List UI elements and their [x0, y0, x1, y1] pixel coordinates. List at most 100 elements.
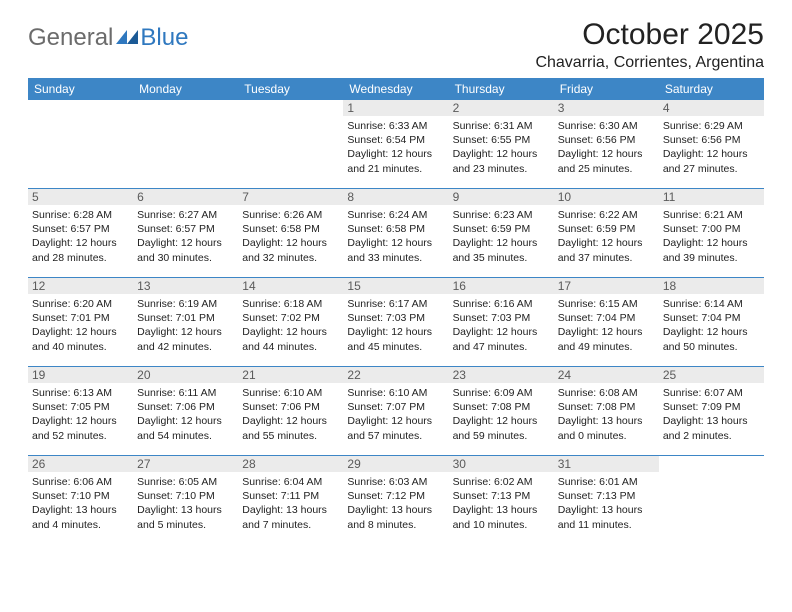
day-number: 31	[554, 456, 659, 472]
day-number: 16	[449, 278, 554, 294]
day-number: 7	[238, 189, 343, 205]
day-info: Sunrise: 6:33 AMSunset: 6:54 PMDaylight:…	[347, 119, 444, 176]
day-info: Sunrise: 6:13 AMSunset: 7:05 PMDaylight:…	[32, 386, 129, 443]
day-number: 30	[449, 456, 554, 472]
day-number: 22	[343, 367, 448, 383]
day-info: Sunrise: 6:23 AMSunset: 6:59 PMDaylight:…	[453, 208, 550, 265]
day-info: Sunrise: 6:20 AMSunset: 7:01 PMDaylight:…	[32, 297, 129, 354]
month-title: October 2025	[535, 18, 764, 52]
day-cell: 9Sunrise: 6:23 AMSunset: 6:59 PMDaylight…	[449, 189, 554, 277]
day-info: Sunrise: 6:09 AMSunset: 7:08 PMDaylight:…	[453, 386, 550, 443]
day-cell: 20 Sunrise: 6:11 AMSunset: 7:06 PMDayligh…	[133, 367, 238, 455]
day-number: 20	[133, 367, 238, 383]
day-info: Sunrise: 6:21 AMSunset: 7:00 PMDaylight:…	[663, 208, 760, 265]
day-cell: 29 Sunrise: 6:03 AMSunset: 7:12 PMDayligh…	[343, 456, 448, 544]
day-cell: 24 Sunrise: 6:08 AMSunset: 7:08 PMDayligh…	[554, 367, 659, 455]
day-number: 4	[659, 100, 764, 116]
day-number: 17	[554, 278, 659, 294]
day-cell: 14 Sunrise: 6:18 AMSunset: 7:02 PMDayligh…	[238, 278, 343, 366]
day-info: Sunrise: 6:11 AMSunset: 7:06 PMDaylight:…	[137, 386, 234, 443]
day-number: 6	[133, 189, 238, 205]
calendar-grid: SundayMondayTuesdayWednesdayThursdayFrid…	[28, 78, 764, 544]
day-number: 8	[343, 189, 448, 205]
day-cell: 27 Sunrise: 6:05 AMSunset: 7:10 PMDayligh…	[133, 456, 238, 544]
day-number: 19	[28, 367, 133, 383]
day-cell: 23 Sunrise: 6:09 AMSunset: 7:08 PMDayligh…	[449, 367, 554, 455]
day-info: Sunrise: 6:27 AMSunset: 6:57 PMDaylight:…	[137, 208, 234, 265]
day-number: 10	[554, 189, 659, 205]
day-number: 1	[343, 100, 448, 116]
day-cell: 10 Sunrise: 6:22 AMSunset: 6:59 PMDayligh…	[554, 189, 659, 277]
day-cell: 13Sunrise: 6:19 AMSunset: 7:01 PMDayligh…	[133, 278, 238, 366]
week-row: 5 Sunrise: 6:28 AMSunset: 6:57 PMDaylight…	[28, 189, 764, 278]
day-cell: 5 Sunrise: 6:28 AMSunset: 6:57 PMDaylight…	[28, 189, 133, 277]
day-info: Sunrise: 6:14 AMSunset: 7:04 PMDaylight:…	[663, 297, 760, 354]
day-cell: 4Sunrise: 6:29 AMSunset: 6:56 PMDaylight…	[659, 100, 764, 188]
page-header: General Blue October 2025 Chavarria, Cor…	[28, 18, 764, 72]
day-header: Monday	[133, 78, 238, 100]
day-cell: 17 Sunrise: 6:15 AMSunset: 7:04 PMDayligh…	[554, 278, 659, 366]
day-info: Sunrise: 6:05 AMSunset: 7:10 PMDaylight:…	[137, 475, 234, 532]
logo-text-general: General	[28, 24, 113, 52]
day-info: Sunrise: 6:10 AMSunset: 7:07 PMDaylight:…	[347, 386, 444, 443]
day-info: Sunrise: 6:22 AMSunset: 6:59 PMDaylight:…	[558, 208, 655, 265]
day-number: 29	[343, 456, 448, 472]
day-number: 25	[659, 367, 764, 383]
calendar-page: General Blue October 2025 Chavarria, Cor…	[0, 0, 792, 554]
day-info: Sunrise: 6:26 AMSunset: 6:58 PMDaylight:…	[242, 208, 339, 265]
day-cell: 8 Sunrise: 6:24 AMSunset: 6:58 PMDaylight…	[343, 189, 448, 277]
day-cell: 22 Sunrise: 6:10 AMSunset: 7:07 PMDayligh…	[343, 367, 448, 455]
day-number: 11	[659, 189, 764, 205]
day-cell: 16Sunrise: 6:16 AMSunset: 7:03 PMDayligh…	[449, 278, 554, 366]
day-info: Sunrise: 6:01 AMSunset: 7:13 PMDaylight:…	[558, 475, 655, 532]
logo-text-blue: Blue	[140, 24, 188, 52]
week-row: 12 Sunrise: 6:20 AMSunset: 7:01 PMDayligh…	[28, 278, 764, 367]
week-row: 19 Sunrise: 6:13 AMSunset: 7:05 PMDayligh…	[28, 367, 764, 456]
day-number: 3	[554, 100, 659, 116]
location-text: Chavarria, Corrientes, Argentina	[535, 54, 764, 72]
weeks-container: 1 Sunrise: 6:33 AMSunset: 6:54 PMDaylight…	[28, 100, 764, 544]
day-cell: 28 Sunrise: 6:04 AMSunset: 7:11 PMDayligh…	[238, 456, 343, 544]
day-number: 5	[28, 189, 133, 205]
day-cell: 11 Sunrise: 6:21 AMSunset: 7:00 PMDayligh…	[659, 189, 764, 277]
day-info: Sunrise: 6:08 AMSunset: 7:08 PMDaylight:…	[558, 386, 655, 443]
day-info: Sunrise: 6:28 AMSunset: 6:57 PMDaylight:…	[32, 208, 129, 265]
day-info: Sunrise: 6:19 AMSunset: 7:01 PMDaylight:…	[137, 297, 234, 354]
day-info: Sunrise: 6:10 AMSunset: 7:06 PMDaylight:…	[242, 386, 339, 443]
day-cell: 7 Sunrise: 6:26 AMSunset: 6:58 PMDaylight…	[238, 189, 343, 277]
day-cell: 31 Sunrise: 6:01 AMSunset: 7:13 PMDayligh…	[554, 456, 659, 544]
day-info: Sunrise: 6:07 AMSunset: 7:09 PMDaylight:…	[663, 386, 760, 443]
day-cell	[28, 100, 133, 188]
day-number: 24	[554, 367, 659, 383]
day-header: Sunday	[28, 78, 133, 100]
day-info: Sunrise: 6:04 AMSunset: 7:11 PMDaylight:…	[242, 475, 339, 532]
day-number: 15	[343, 278, 448, 294]
day-cell	[238, 100, 343, 188]
day-cell: 15 Sunrise: 6:17 AMSunset: 7:03 PMDayligh…	[343, 278, 448, 366]
day-header: Thursday	[449, 78, 554, 100]
day-cell: 30Sunrise: 6:02 AMSunset: 7:13 PMDayligh…	[449, 456, 554, 544]
day-cell: 19 Sunrise: 6:13 AMSunset: 7:05 PMDayligh…	[28, 367, 133, 455]
day-cell: 1 Sunrise: 6:33 AMSunset: 6:54 PMDaylight…	[343, 100, 448, 188]
day-header: Saturday	[659, 78, 764, 100]
day-number: 27	[133, 456, 238, 472]
day-cell: 2Sunrise: 6:31 AMSunset: 6:55 PMDaylight…	[449, 100, 554, 188]
day-number: 12	[28, 278, 133, 294]
day-info: Sunrise: 6:24 AMSunset: 6:58 PMDaylight:…	[347, 208, 444, 265]
day-header: Friday	[554, 78, 659, 100]
day-info: Sunrise: 6:17 AMSunset: 7:03 PMDaylight:…	[347, 297, 444, 354]
day-header-row: SundayMondayTuesdayWednesdayThursdayFrid…	[28, 78, 764, 100]
day-number: 21	[238, 367, 343, 383]
logo-flag-icon	[116, 30, 138, 48]
day-info: Sunrise: 6:18 AMSunset: 7:02 PMDaylight:…	[242, 297, 339, 354]
day-info: Sunrise: 6:31 AMSunset: 6:55 PMDaylight:…	[453, 119, 550, 176]
day-number: 14	[238, 278, 343, 294]
day-header: Wednesday	[343, 78, 448, 100]
day-number: 23	[449, 367, 554, 383]
day-cell: 3Sunrise: 6:30 AMSunset: 6:56 PMDaylight…	[554, 100, 659, 188]
day-number: 26	[28, 456, 133, 472]
day-info: Sunrise: 6:15 AMSunset: 7:04 PMDaylight:…	[558, 297, 655, 354]
day-info: Sunrise: 6:03 AMSunset: 7:12 PMDaylight:…	[347, 475, 444, 532]
day-number: 28	[238, 456, 343, 472]
day-cell: 18Sunrise: 6:14 AMSunset: 7:04 PMDayligh…	[659, 278, 764, 366]
